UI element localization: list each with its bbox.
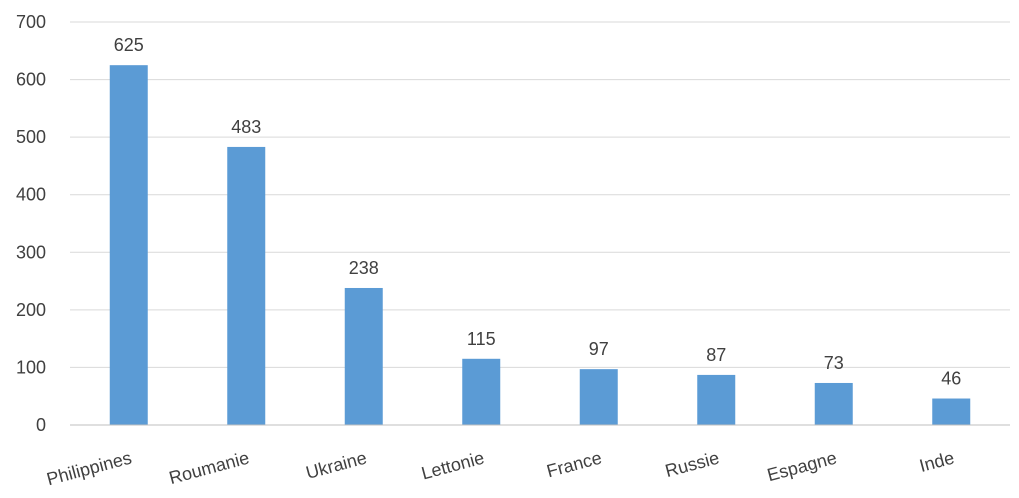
category-label-roumanie: Roumanie: [167, 448, 251, 489]
y-tick-label-700: 700: [16, 12, 46, 32]
category-label-france: France: [544, 448, 603, 482]
data-label-lettonie: 115: [467, 329, 496, 349]
data-label-roumanie: 483: [231, 117, 261, 137]
bar-inde: [932, 398, 971, 425]
data-label-philippines: 625: [114, 35, 144, 55]
category-label-philippines: Philippines: [45, 448, 134, 490]
y-tick-label-300: 300: [16, 242, 46, 262]
category-label-inde: Inde: [917, 448, 956, 476]
x-axis-category-labels: Philippines Roumanie Ukraine Lettonie France…: [45, 448, 957, 490]
y-axis-tick-labels: 0 100 200 300 400 500 600 700: [16, 12, 46, 435]
y-tick-label-500: 500: [16, 127, 46, 147]
data-labels: 625 483 238 115 97 87 73 46: [114, 35, 962, 388]
y-tick-label-400: 400: [16, 185, 46, 205]
y-tick-label-600: 600: [16, 70, 46, 90]
bar-lettonie: [462, 358, 501, 425]
bars: [109, 65, 971, 425]
bar-ukraine: [344, 287, 383, 425]
bar-espagne: [814, 382, 853, 425]
bar-roumanie: [227, 146, 266, 425]
gridlines: [70, 21, 1010, 368]
y-tick-label-0: 0: [36, 415, 46, 435]
category-label-lettonie: Lettonie: [419, 448, 486, 484]
category-label-russie: Russie: [663, 448, 721, 482]
data-label-espagne: 73: [824, 353, 844, 373]
data-label-inde: 46: [941, 369, 961, 389]
y-tick-label-200: 200: [16, 300, 46, 320]
category-label-espagne: Espagne: [765, 448, 839, 486]
data-label-france: 97: [589, 339, 609, 359]
bar-philippines: [109, 65, 148, 425]
bar-russie: [697, 374, 736, 425]
data-label-russie: 87: [706, 345, 726, 365]
bar-france: [579, 369, 618, 425]
category-label-ukraine: Ukraine: [304, 448, 369, 483]
y-tick-label-100: 100: [16, 357, 46, 377]
data-label-ukraine: 238: [349, 258, 379, 278]
